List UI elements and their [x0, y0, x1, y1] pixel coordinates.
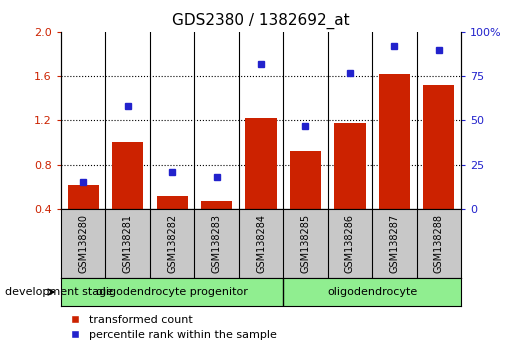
- Bar: [112, 143, 143, 253]
- Text: GSM138283: GSM138283: [211, 214, 222, 273]
- Text: GSM138287: GSM138287: [390, 214, 400, 273]
- Bar: [245, 118, 277, 253]
- Text: oligodendrocyte: oligodendrocyte: [327, 287, 417, 297]
- Text: GSM138282: GSM138282: [167, 214, 177, 273]
- Bar: [334, 122, 366, 253]
- Bar: [379, 74, 410, 253]
- Text: GSM138288: GSM138288: [434, 214, 444, 273]
- Bar: [201, 201, 232, 253]
- Bar: [68, 184, 99, 253]
- Text: GSM138284: GSM138284: [256, 214, 266, 273]
- Bar: [423, 85, 454, 253]
- Text: GSM138280: GSM138280: [78, 214, 88, 273]
- Text: development stage: development stage: [5, 287, 113, 297]
- Text: GSM138281: GSM138281: [122, 214, 132, 273]
- Bar: [290, 152, 321, 253]
- Text: GSM138286: GSM138286: [345, 214, 355, 273]
- Bar: [156, 195, 188, 253]
- Text: GSM138285: GSM138285: [301, 214, 311, 273]
- Title: GDS2380 / 1382692_at: GDS2380 / 1382692_at: [172, 13, 350, 29]
- Text: oligodendrocyte progenitor: oligodendrocyte progenitor: [96, 287, 248, 297]
- Legend: transformed count, percentile rank within the sample: transformed count, percentile rank withi…: [66, 310, 281, 345]
